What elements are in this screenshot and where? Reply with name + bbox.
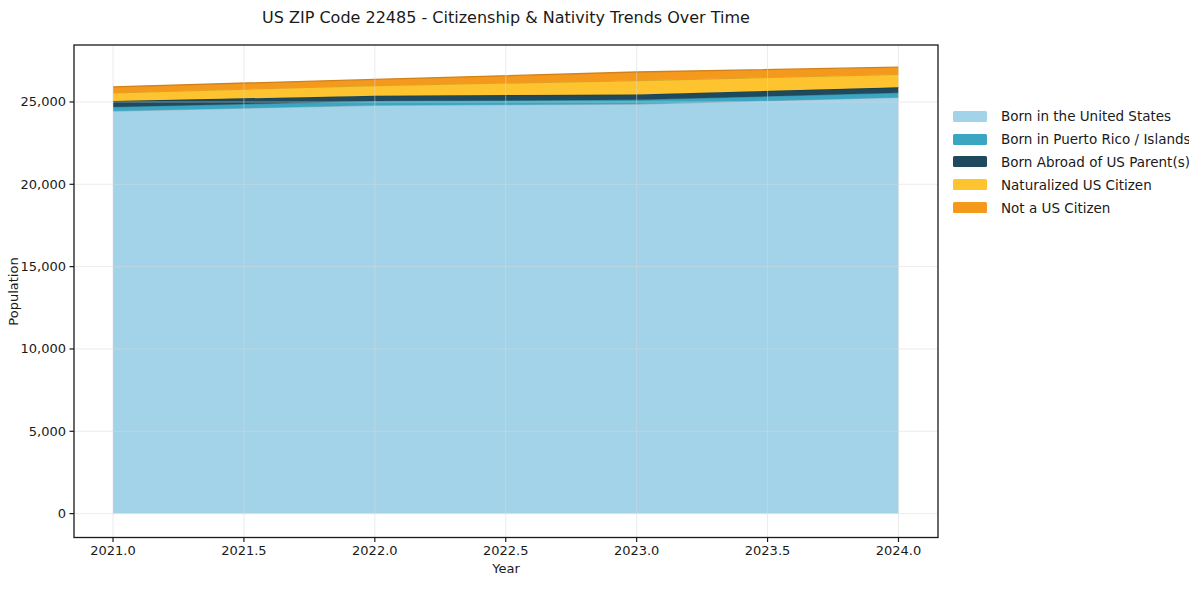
legend-label: Born in Puerto Rico / Islands (1001, 131, 1189, 147)
legend-label: Naturalized US Citizen (1001, 177, 1152, 193)
legend: Born in the United States Born in Puerto … (953, 105, 1189, 219)
y-axis-label: Population (6, 247, 21, 337)
ytick-label: 20,000 (21, 177, 67, 192)
legend-label: Born in the United States (1001, 108, 1171, 124)
legend-label: Born Abroad of US Parent(s) (1001, 154, 1189, 170)
figure: US ZIP Code 22485 - Citizenship & Nativi… (0, 0, 1189, 590)
xtick-label: 2024.0 (876, 543, 922, 558)
legend-swatch-born-in-puerto-rico-islands (953, 134, 987, 145)
plot-area: 0 5,000 10,000 15,000 20,000 25,000 2021.0 2021… (0, 0, 1189, 590)
ytick-label: 15,000 (21, 259, 67, 274)
xtick-label: 2021.5 (221, 543, 267, 558)
x-axis-label: Year (492, 561, 520, 576)
legend-label: Not a US Citizen (1001, 200, 1110, 216)
xtick-label: 2023.0 (614, 543, 660, 558)
legend-item-born-abroad-of-us-parent-s: Born Abroad of US Parent(s) (953, 151, 1189, 174)
legend-item-born-in-puerto-rico-islands: Born in Puerto Rico / Islands (953, 128, 1189, 151)
legend-item-naturalized-us-citizen: Naturalized US Citizen (953, 173, 1189, 196)
legend-swatch-not-a-us-citizen (953, 202, 987, 213)
legend-swatch-born-in-the-united-states (953, 111, 987, 122)
legend-swatch-born-abroad-of-us-parent-s (953, 156, 987, 167)
legend-item-born-in-the-united-states: Born in the United States (953, 105, 1189, 128)
xtick-label: 2021.0 (90, 543, 136, 558)
xtick-label: 2022.5 (483, 543, 529, 558)
ytick-label: 10,000 (21, 341, 67, 356)
xtick-label: 2023.5 (745, 543, 791, 558)
ytick-label: 5,000 (29, 424, 66, 439)
legend-item-not-a-us-citizen: Not a US Citizen (953, 196, 1189, 219)
legend-swatch-naturalized-us-citizen (953, 179, 987, 190)
ytick-label: 25,000 (21, 94, 67, 109)
xtick-label: 2022.0 (352, 543, 398, 558)
ytick-label: 0 (58, 506, 66, 521)
